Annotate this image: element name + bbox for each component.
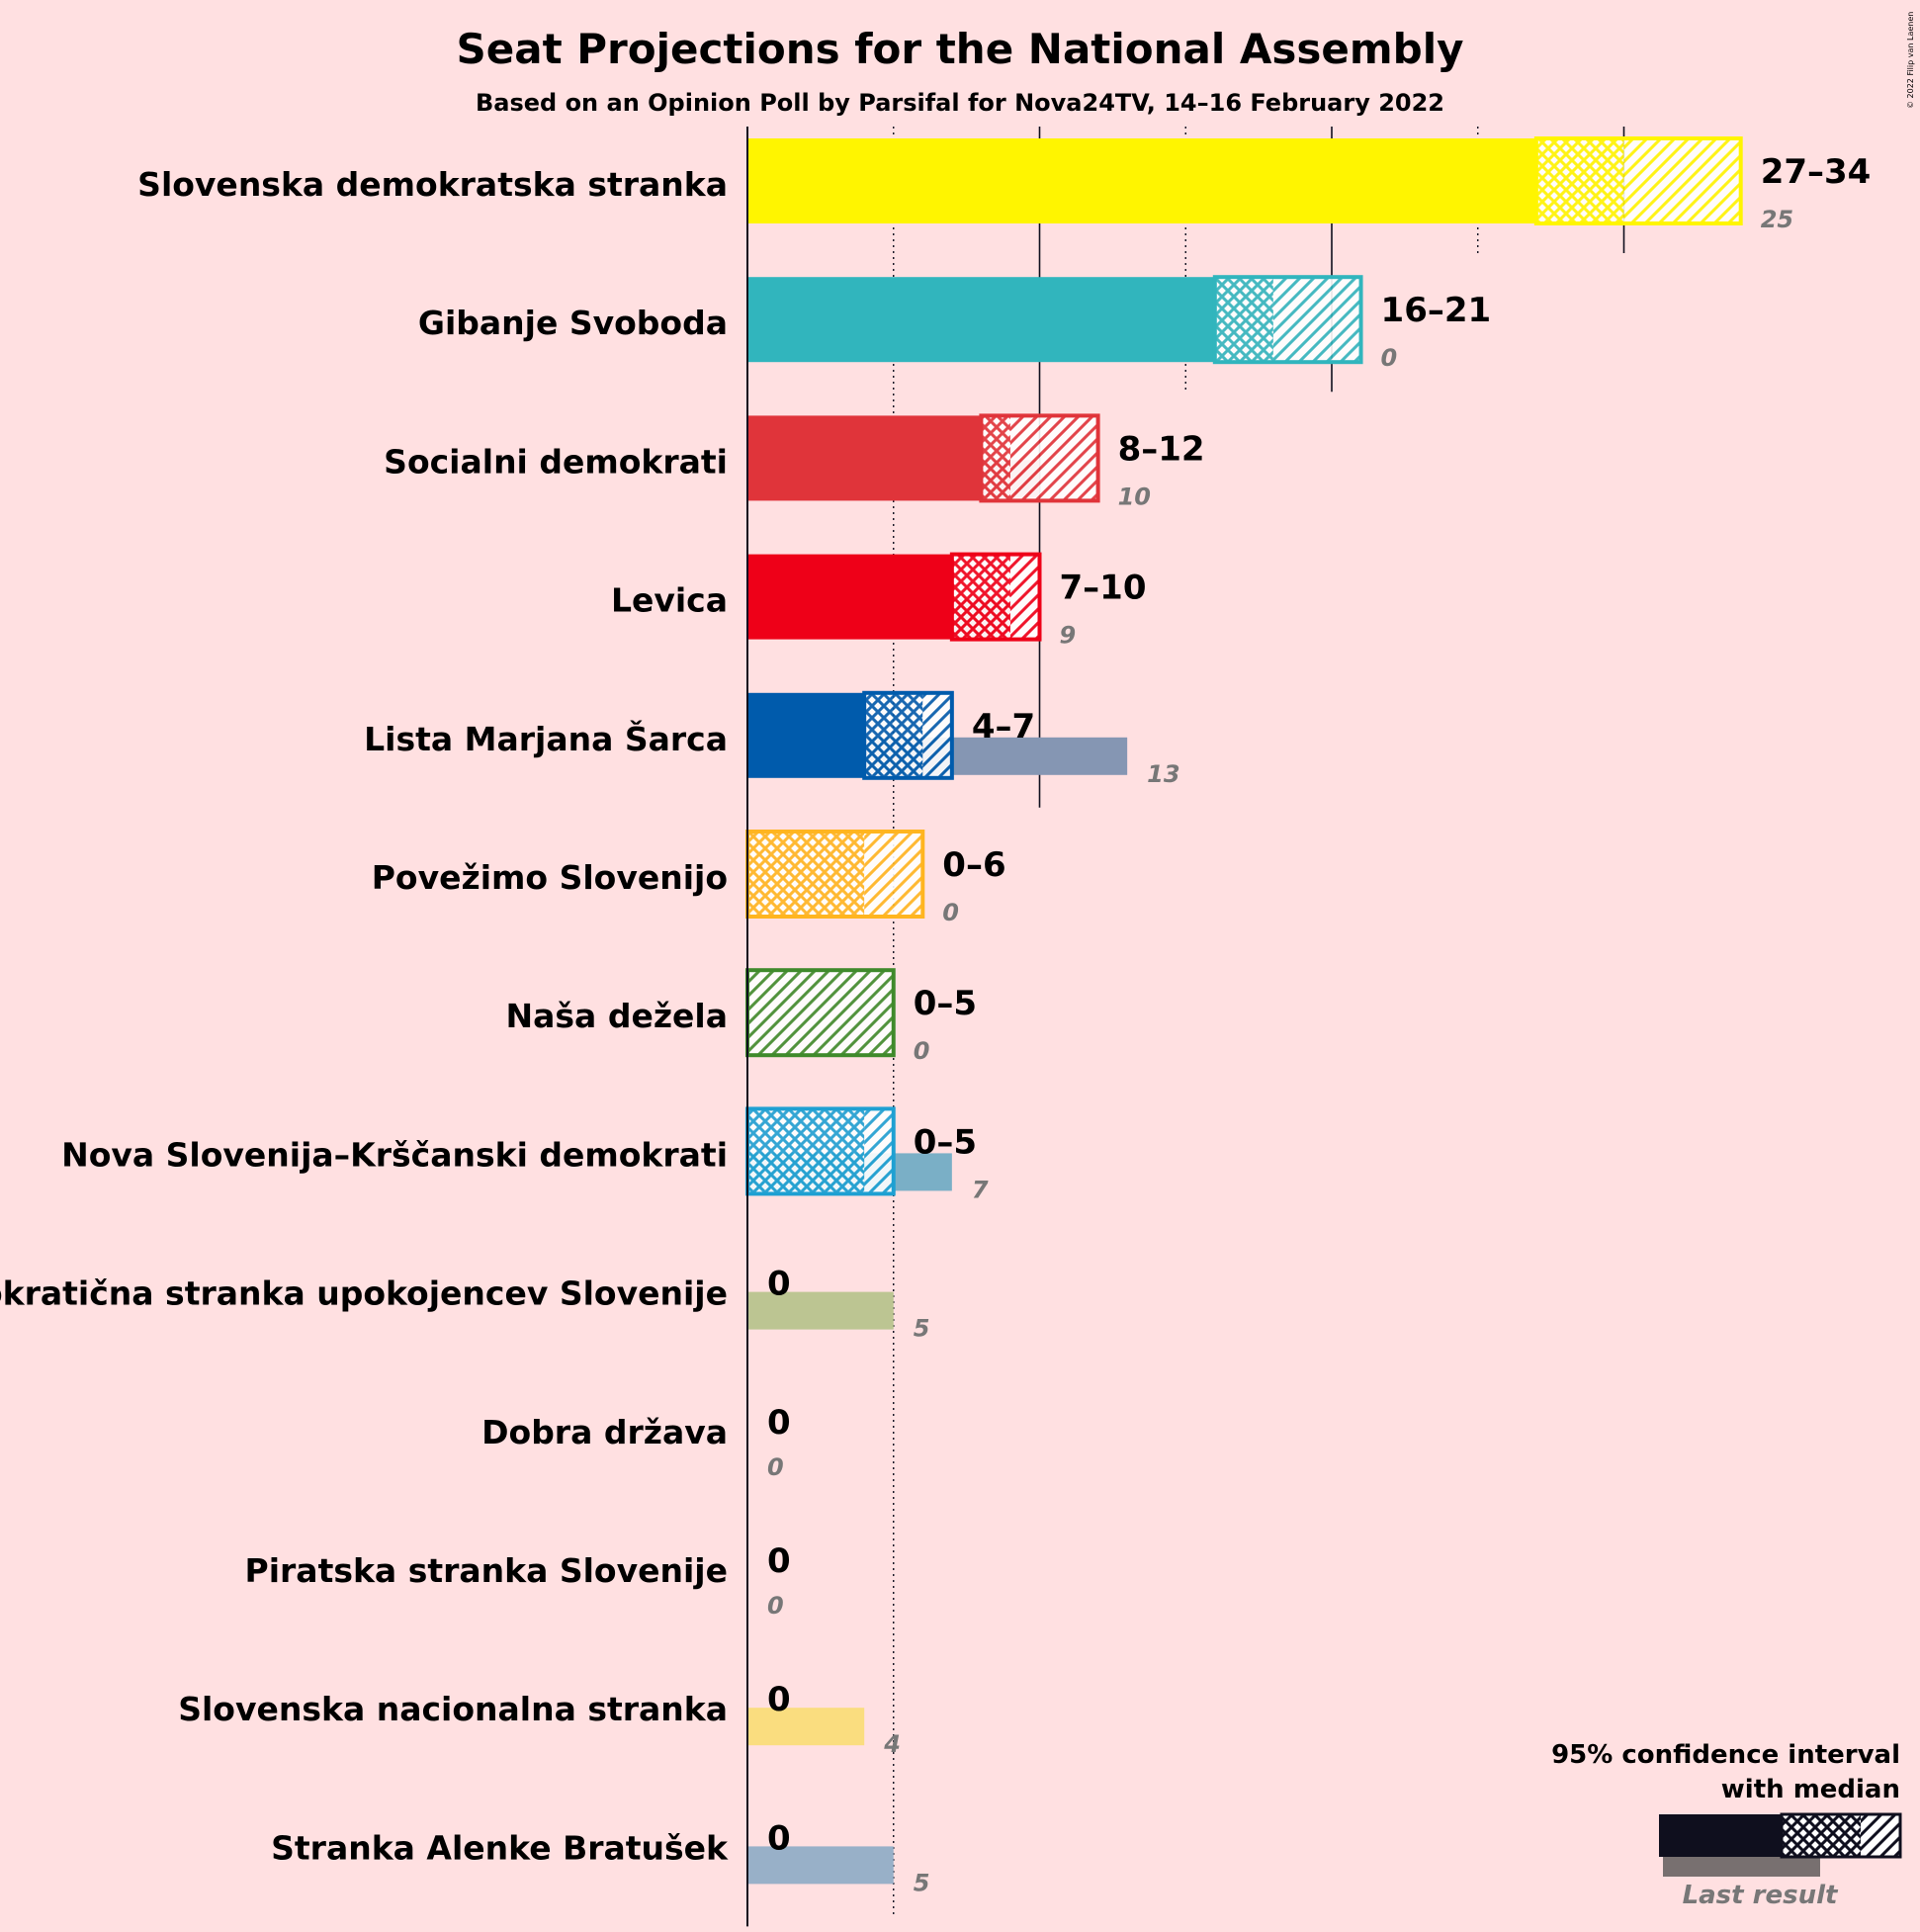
last-result-label: 7	[972, 1176, 989, 1203]
gridlines	[893, 127, 1625, 1917]
projection-solid-bar	[747, 138, 1536, 223]
seat-range-label: 8–12	[1118, 429, 1205, 469]
seat-range-label: 16–21	[1381, 291, 1492, 330]
party-row: Povežimo Slovenijo 0–6 0	[372, 830, 1006, 926]
projection-solid-bar	[747, 692, 865, 778]
party-label: Lista Marjana Šarca	[364, 719, 728, 758]
seat-range-label: 0	[767, 1818, 791, 1858]
last-result-bar	[747, 1846, 894, 1885]
last-result-label: 0	[767, 1592, 784, 1620]
party-row: Slovenska demokratska stranka 27–34 25	[137, 136, 1872, 233]
party-row: Nova Slovenija–Krščanski demokrati 0–5 7	[61, 1106, 989, 1203]
confidence-lower-half	[981, 415, 1010, 501]
last-result-label: 0	[914, 1037, 930, 1065]
party-row: Naša dežela 0–5 0	[506, 968, 977, 1065]
confidence-upper-half	[922, 692, 952, 778]
last-result-label: 0	[1381, 344, 1398, 372]
seat-range-label: 0	[767, 1265, 791, 1304]
last-result-label: 9	[1060, 622, 1077, 650]
last-result-bar	[747, 1708, 865, 1746]
seat-range-label: 0–5	[914, 1122, 977, 1162]
seat-range-label: 0–6	[942, 845, 1005, 885]
projection-solid-bar	[747, 277, 1215, 363]
party-label: Gibanje Svoboda	[418, 304, 728, 342]
last-result-label: 13	[1147, 760, 1179, 788]
last-result-bar	[747, 1291, 894, 1330]
legend-line-1: 95% confidence interval	[1551, 1740, 1900, 1770]
party-row: Slovenska nacionalna stranka 0 4	[178, 1680, 901, 1758]
party-label: Slovenska demokratska stranka	[137, 165, 728, 204]
legend-line-2: with median	[1721, 1775, 1900, 1804]
seat-range-label: 0–5	[914, 984, 977, 1023]
confidence-interval-outline	[1212, 275, 1363, 365]
projection-solid-bar	[747, 554, 952, 640]
confidence-lower-half	[951, 554, 1010, 640]
confidence-upper-half	[864, 832, 923, 917]
confidence-lower-half	[747, 832, 865, 917]
legend-outline	[1780, 1812, 1902, 1859]
confidence-upper-half	[1272, 277, 1361, 363]
confidence-upper-half	[1623, 138, 1741, 223]
party-label: Socialni demokrati	[384, 442, 728, 481]
last-result-label: 0	[767, 1453, 784, 1481]
party-row: Stranka Alenke Bratušek 0 5	[271, 1818, 929, 1896]
party-label: Nova Slovenija–Krščanski demokrati	[61, 1135, 728, 1174]
chart-title: Seat Projections for the National Assemb…	[457, 25, 1464, 73]
party-label: Povežimo Slovenijo	[372, 858, 728, 897]
last-result-label: 25	[1761, 206, 1793, 233]
party-label: Naša dežela	[506, 997, 728, 1035]
last-result-label: 5	[914, 1315, 930, 1343]
confidence-lower-half	[1535, 138, 1624, 223]
party-row: Dobra država 0 0	[481, 1403, 791, 1481]
confidence-interval-outline	[862, 690, 954, 780]
seat-range-label: 0	[767, 1541, 791, 1581]
confidence-upper-half	[864, 1108, 894, 1194]
confidence-lower-half	[864, 692, 923, 778]
party-label: Levica	[611, 581, 728, 620]
confidence-lower-half	[1214, 277, 1273, 363]
confidence-interval-outline	[979, 413, 1100, 503]
chart-subtitle: Based on an Opinion Poll by Parsifal for…	[476, 89, 1444, 117]
party-label: Stranka Alenke Bratušek	[271, 1828, 729, 1867]
projection-solid-bar	[747, 415, 982, 501]
confidence-lower-half	[747, 1108, 865, 1194]
last-result-label: 10	[1118, 483, 1151, 510]
confidence-upper-half	[1009, 554, 1040, 640]
party-row: Lista Marjana Šarca 4–7 13	[364, 690, 1180, 788]
seat-range-label: 4–7	[972, 707, 1035, 746]
party-row: Socialni demokrati 8–12 10	[384, 413, 1205, 510]
confidence-interval-outline	[1533, 136, 1743, 225]
legend: 95% confidence interval with median Last…	[1551, 1740, 1902, 1910]
party-bars: Slovenska demokratska stranka 27–34 25 Giba…	[0, 136, 1872, 1896]
seat-range-label: 0	[767, 1403, 791, 1443]
last-result-label: 5	[914, 1869, 930, 1896]
confidence-upper-half	[747, 970, 894, 1056]
last-result-label: 4	[883, 1730, 901, 1758]
party-row: Levica 7–10 9	[611, 552, 1147, 650]
seat-range-label: 7–10	[1060, 569, 1147, 608]
seat-range-label: 0	[767, 1680, 791, 1719]
confidence-upper-half	[1009, 415, 1098, 501]
party-row: Piratska stranka Slovenije 0 0	[245, 1541, 791, 1620]
legend-solid-swatch	[1659, 1814, 1782, 1857]
copyright-note: © 2022 Filip van Laenen	[1906, 12, 1915, 109]
legend-crosshatch-swatch	[1782, 1814, 1861, 1857]
party-row: Demokratična stranka upokojencev Sloveni…	[0, 1265, 929, 1343]
party-label: Demokratična stranka upokojencev Sloveni…	[0, 1274, 728, 1313]
seat-range-label: 27–34	[1761, 152, 1872, 192]
last-result-label: 0	[942, 899, 959, 926]
party-label: Dobra država	[481, 1413, 728, 1451]
party-row: Gibanje Svoboda 16–21 0	[418, 275, 1492, 372]
legend-last-result-label: Last result	[1683, 1881, 1839, 1910]
legend-hatch-swatch	[1861, 1814, 1900, 1857]
party-label: Piratska stranka Slovenije	[245, 1551, 728, 1590]
party-label: Slovenska nacionalna stranka	[178, 1690, 728, 1728]
confidence-interval-outline	[949, 552, 1042, 642]
